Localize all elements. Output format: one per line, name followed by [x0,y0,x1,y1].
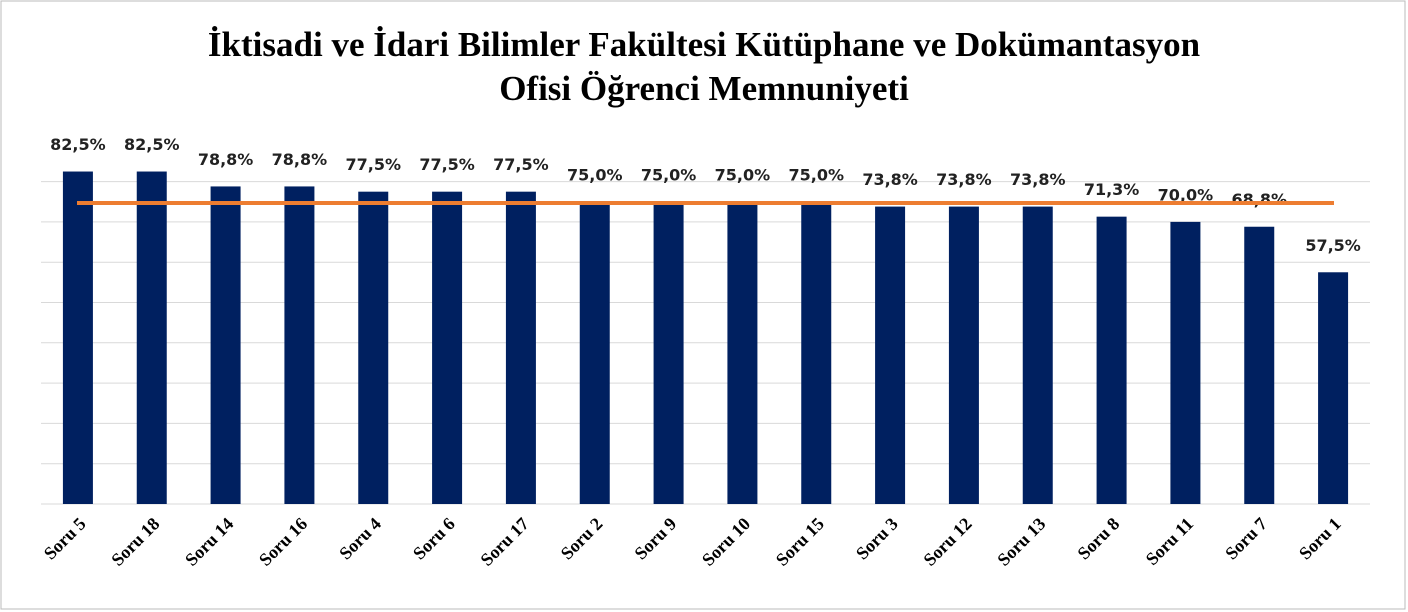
bar [210,186,241,504]
bar [875,206,906,504]
bar [1170,221,1201,504]
bar [358,191,389,505]
bar [1244,226,1275,504]
value-label: 70,0% [1158,185,1214,204]
value-label: 75,0% [567,165,623,184]
bar [1096,216,1127,504]
bar [432,191,463,505]
value-label: 75,0% [788,165,844,184]
value-label: 75,0% [715,165,771,184]
bar [727,201,758,504]
bar [136,171,167,504]
value-label: 78,8% [272,150,328,169]
value-label: 57,5% [1305,236,1361,255]
bar [948,206,979,504]
value-label: 77,5% [493,155,549,174]
value-label: 71,3% [1084,180,1140,199]
value-label: 73,8% [1010,170,1066,189]
value-label: 77,5% [345,155,401,174]
bar [801,201,832,504]
bar [505,191,536,505]
bar [1318,272,1349,504]
value-label: 82,5% [124,135,180,154]
bar [62,171,93,504]
bar [653,201,684,504]
value-label: 78,8% [198,150,254,169]
chart-title: Ofisi Öğrenci Memnuniyeti [499,69,909,108]
value-label: 77,5% [419,155,475,174]
bar [579,201,610,504]
value-label: 75,0% [641,165,697,184]
bar [284,186,315,504]
bar [1022,206,1053,504]
value-label: 68,8% [1231,190,1287,209]
value-label: 82,5% [50,135,106,154]
value-label: 73,8% [936,170,992,189]
chart-title: İktisadi ve İdari Bilimler Fakültesi Küt… [208,25,1200,64]
value-label: 73,8% [862,170,918,189]
